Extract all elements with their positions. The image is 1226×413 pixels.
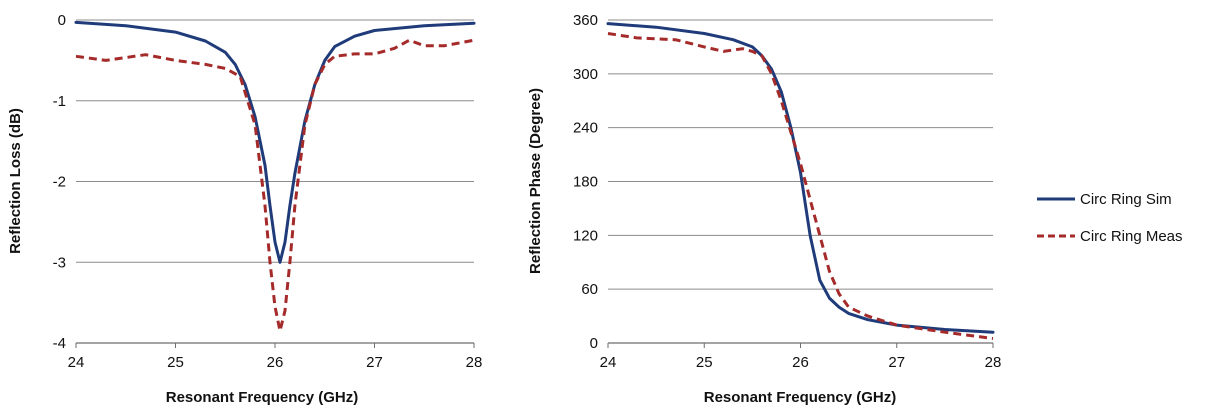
legend-label-sim: Circ Ring Sim	[1080, 191, 1172, 208]
reflection-phase-x-ticks: 24 25 26 27 28	[600, 343, 1002, 371]
reflection-loss-series-sim-line	[74, 20, 476, 264]
reflection-phase-x-tick-label: 24	[600, 354, 617, 371]
reflection-phase-y-tick-label: 0	[590, 335, 598, 352]
reflection-phase-x-axis-title: Resonant Frequency (GHz)	[704, 389, 897, 406]
reflection-loss-y-axis-title: Reflection Loss (dB)	[7, 108, 24, 254]
reflection-phase-chart: 360 300 240 180 120 60 0 24 25 26 27 28 Resonant F…	[527, 12, 1001, 406]
reflection-loss-y-tick-label: 0	[58, 12, 66, 29]
reflection-phase-y-tick-label: 360	[573, 12, 598, 29]
reflection-loss-x-tick-label: 25	[167, 354, 184, 371]
reflection-phase-y-tick-label: 60	[581, 281, 598, 298]
reflection-loss-series-meas-line	[75, 38, 475, 333]
reflection-loss-x-tick-label: 26	[267, 354, 284, 371]
reflection-loss-y-tick-label: -3	[53, 254, 66, 271]
reflection-phase-y-axis-title: Reflection Phase (Degree)	[527, 88, 544, 274]
reflection-loss-y-ticks: 0 -1 -2 -3 -4	[53, 12, 66, 352]
reflection-phase-x-tick-label: 25	[696, 354, 713, 371]
reflection-phase-y-tick-label: 120	[573, 227, 598, 244]
reflection-phase-series-sim-line	[606, 22, 995, 334]
reflection-loss-series-group	[74, 20, 476, 333]
reflection-phase-x-tick-label: 27	[888, 354, 905, 371]
reflection-loss-x-axis-title: Resonant Frequency (GHz)	[166, 389, 359, 406]
reflection-phase-x-tick-label: 28	[985, 354, 1002, 371]
reflection-phase-x-tick-label: 26	[792, 354, 809, 371]
reflection-phase-y-tick-label: 240	[573, 120, 598, 137]
reflection-loss-x-tick-label: 27	[366, 354, 383, 371]
reflection-loss-x-tick-label: 24	[68, 354, 85, 371]
reflection-loss-y-tick-label: -4	[53, 335, 66, 352]
reflection-loss-x-ticks: 24 25 26 27 28	[68, 343, 483, 371]
reflection-phase-y-ticks: 360 300 240 180 120 60 0	[573, 12, 598, 352]
reflection-loss-y-tick-label: -1	[53, 93, 66, 110]
legend: Circ Ring Sim Circ Ring Meas	[1037, 191, 1183, 245]
legend-label-meas: Circ Ring Meas	[1080, 228, 1183, 245]
reflection-loss-y-tick-label: -2	[53, 174, 66, 191]
reflection-phase-series-meas-line	[607, 32, 994, 340]
reflection-phase-y-tick-label: 180	[573, 174, 598, 191]
reflection-loss-gridlines	[76, 19, 474, 344]
reflection-phase-series-group	[606, 22, 995, 340]
reflection-phase-y-tick-label: 300	[573, 66, 598, 83]
reflection-loss-x-tick-label: 28	[466, 354, 483, 371]
reflection-loss-chart: 0 -1 -2 -3 -4 24 25 26 27 28 Resonant Frequency …	[7, 12, 482, 406]
